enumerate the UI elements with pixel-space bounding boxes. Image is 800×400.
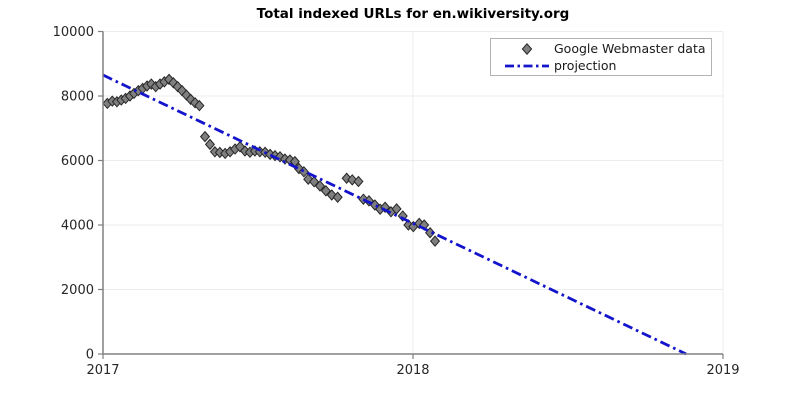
y-tick-label: 0 [86, 348, 94, 363]
data-point [163, 73, 175, 86]
y-tick-label: 8000 [61, 90, 94, 105]
data-point [194, 99, 205, 112]
dashdot-line-icon [503, 63, 551, 69]
data-point [168, 77, 179, 89]
projection-line [102, 73, 687, 356]
data-point [309, 176, 320, 188]
y-tick-label: 2000 [61, 283, 94, 298]
data-point [391, 203, 402, 215]
legend-item-projection: projection [491, 57, 711, 74]
y-tick-label: 6000 [61, 154, 94, 169]
x-tick-label: 2018 [396, 363, 429, 378]
x-tick-label: 2019 [706, 363, 739, 378]
data-point [320, 185, 331, 197]
x-tick-label: 2017 [86, 363, 119, 378]
legend-label-webmaster-data: Google Webmaster data [554, 41, 706, 56]
data-point [314, 180, 326, 192]
y-tick-label: 10000 [53, 25, 94, 40]
diamond-marker-icon [503, 42, 551, 55]
data-point [341, 172, 352, 184]
legend: Google Webmaster data projection [490, 38, 712, 76]
chart-title: Total indexed URLs for en.wikiversity.or… [256, 6, 570, 22]
data-point [429, 235, 441, 247]
data-point [199, 130, 211, 143]
data-point [332, 191, 343, 204]
y-tick-label: 4000 [61, 219, 94, 234]
data-point [353, 175, 364, 188]
data-point [234, 141, 246, 153]
data-point [303, 173, 314, 185]
data-point [204, 138, 216, 151]
legend-label-projection: projection [554, 58, 617, 73]
data-point [298, 166, 309, 178]
legend-item-webmaster-data: Google Webmaster data [491, 40, 711, 57]
data-point [326, 189, 337, 201]
